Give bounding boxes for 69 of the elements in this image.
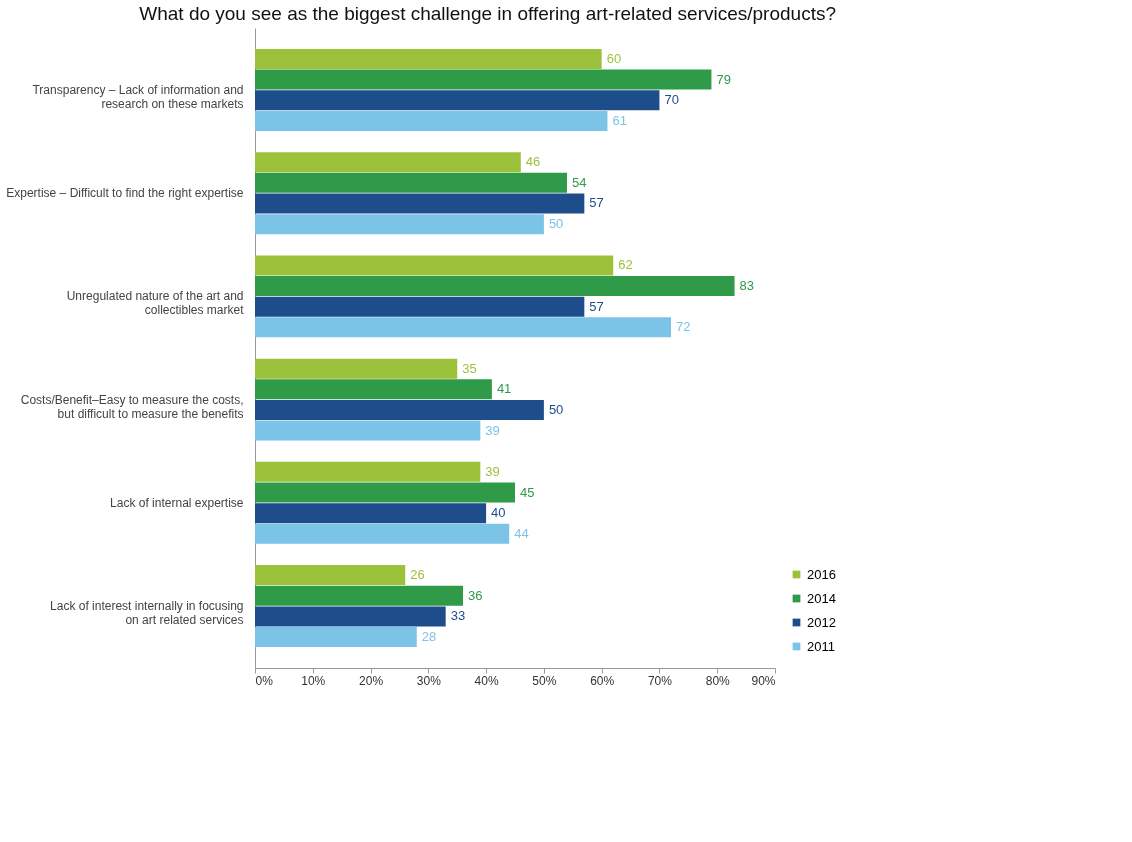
data-label: 28 [421, 629, 437, 645]
data-label: 39 [485, 463, 500, 479]
x-tick-label: 10% [301, 673, 326, 688]
x-tick-label: 60% [590, 673, 615, 688]
data-label: 72 [676, 319, 691, 335]
bar [255, 523, 510, 544]
y-tick-label: Expertise – Difficult to find the right expertise [6, 186, 244, 201]
data-label: 41 [496, 381, 512, 397]
data-label: 61 [612, 112, 627, 128]
data-label: 35 [462, 360, 477, 376]
data-label: 39 [485, 422, 500, 438]
bar [255, 214, 544, 235]
data-label: 50 [548, 401, 564, 417]
bar [255, 606, 446, 627]
bar [255, 276, 735, 297]
bar [255, 69, 712, 90]
legend-label: 2014 [807, 590, 836, 606]
bar [255, 503, 487, 524]
bar [255, 379, 492, 400]
y-tick-label: Lack of interest internally in focusing on art related services [50, 599, 244, 628]
data-label: 70 [664, 92, 679, 108]
y-tick-label: Unregulated nature of the art and collectibles market [66, 289, 245, 318]
bar [255, 420, 481, 441]
data-label: 57 [589, 298, 604, 314]
x-tick-label: 70% [647, 673, 673, 688]
bar [255, 193, 585, 214]
bar [255, 90, 660, 111]
bar [255, 461, 481, 482]
x-tick-label: 0% [255, 673, 274, 688]
data-label: 46 [525, 154, 541, 170]
x-tick-label: 90% [751, 673, 776, 688]
data-label: 54 [572, 174, 587, 190]
bar [255, 565, 406, 586]
bar [255, 48, 602, 69]
data-label: 26 [410, 567, 425, 583]
bar [255, 358, 458, 379]
bar [255, 296, 585, 317]
x-tick-label: 50% [532, 673, 557, 688]
data-label: 79 [716, 71, 731, 87]
y-tick-label: Costs/Benefit–Easy to measure the costs, but difficult to measure the benefits [20, 392, 244, 421]
bar [255, 255, 614, 276]
legend-label: 2016 [807, 566, 836, 582]
legend-label: 2012 [807, 614, 836, 630]
data-label: 33 [450, 608, 466, 624]
bar [255, 627, 417, 648]
bar [255, 585, 463, 606]
data-label: 44 [514, 525, 529, 541]
data-label: 45 [520, 484, 535, 500]
bar [255, 317, 671, 338]
bar [255, 152, 521, 173]
data-label: 57 [589, 195, 604, 211]
data-label: 83 [739, 278, 755, 294]
data-label: 50 [548, 216, 564, 232]
x-tick-label: 20% [359, 673, 384, 688]
data-label: 62 [618, 257, 633, 273]
bar [255, 399, 544, 420]
x-tick-label: 40% [474, 673, 499, 688]
y-tick-label: Lack of internal expertise [110, 495, 244, 510]
data-label: 36 [468, 587, 483, 603]
data-label: 60 [606, 50, 622, 66]
data-label: 40 [491, 505, 506, 521]
legend-label: 2011 [807, 638, 835, 654]
x-tick-label: 30% [416, 673, 442, 688]
bar [255, 172, 567, 193]
x-tick-label: 80% [705, 673, 731, 688]
y-tick-label: Transparency – Lack of information and research on these markets [32, 82, 244, 111]
bar [255, 482, 515, 503]
chart-title: What do you see as the biggest challenge in offering art-related services/products? [139, 3, 836, 24]
bar [255, 110, 608, 131]
